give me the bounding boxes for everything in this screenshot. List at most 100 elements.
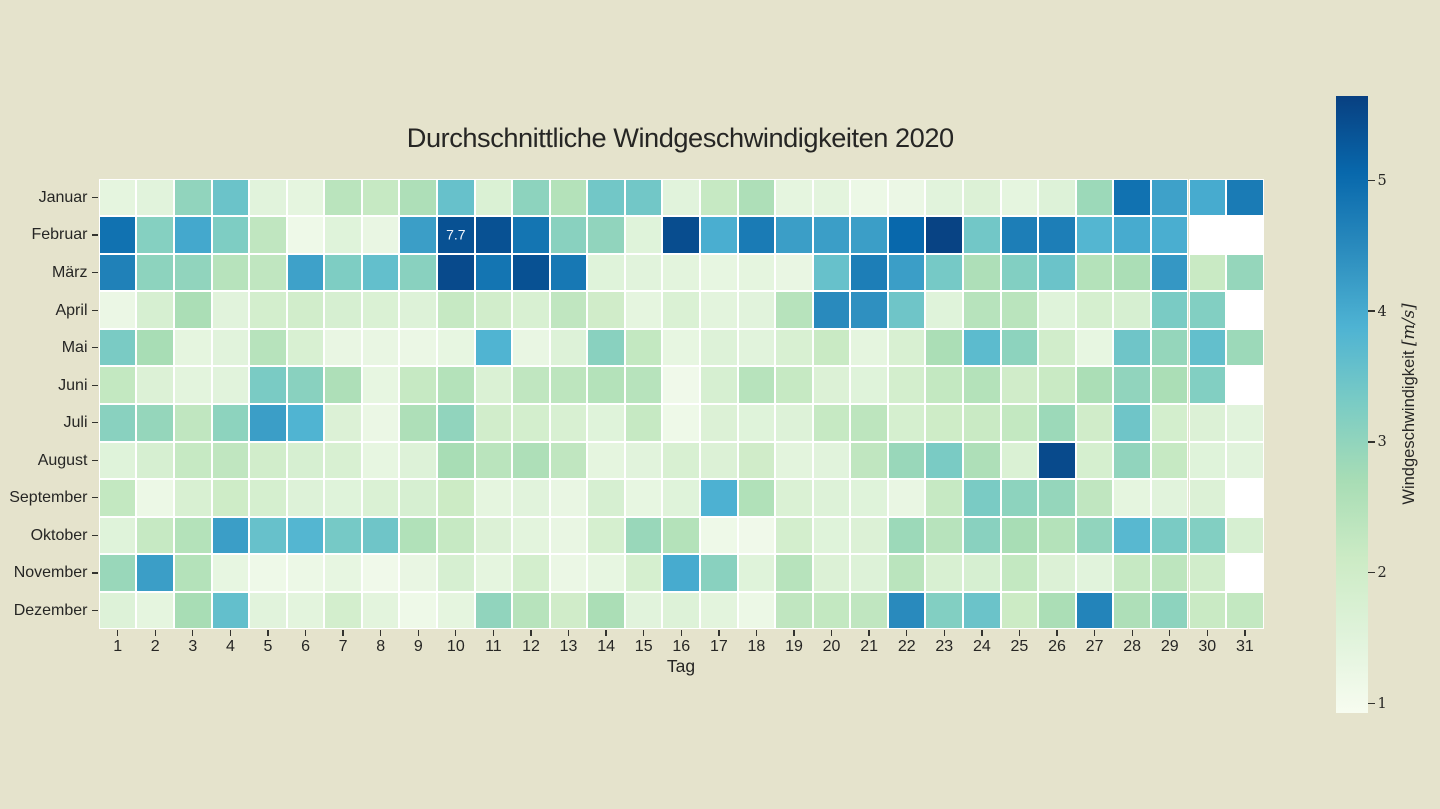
heatmap-cell — [249, 403, 287, 442]
heatmap-cell — [399, 591, 438, 630]
heatmap-cell — [1113, 591, 1151, 630]
heatmap-cell — [887, 253, 926, 292]
heatmap-cell — [850, 328, 888, 367]
heatmap-cell — [1188, 403, 1227, 442]
heatmap-cell — [1113, 516, 1151, 555]
y-tick-label: Juni — [58, 376, 88, 394]
heatmap-cell — [174, 216, 212, 254]
heatmap-cell — [474, 178, 513, 217]
y-tick-label: Dezember — [13, 601, 88, 619]
x-tick-label: 8 — [376, 638, 386, 656]
heatmap-cell — [474, 516, 513, 555]
heatmap-cell — [737, 403, 776, 442]
heatmap-cell — [850, 178, 888, 217]
heatmap-cell — [850, 291, 888, 329]
heatmap-cell — [1075, 366, 1114, 404]
heatmap-cell — [624, 516, 663, 555]
heatmap-cell — [775, 366, 813, 404]
heatmap-cell — [98, 216, 137, 254]
x-tick-label: 27 — [1085, 638, 1104, 656]
heatmap-cell — [775, 253, 813, 292]
heatmap-cell — [399, 403, 438, 442]
x-tick-mark — [906, 630, 908, 637]
colorbar-tick-mark — [1368, 702, 1375, 705]
x-tick-mark — [868, 630, 870, 637]
heatmap-cell — [136, 216, 175, 254]
colorbar-tick-label: 3 — [1377, 434, 1387, 451]
heatmap-cell — [737, 516, 776, 555]
heatmap-cell — [249, 328, 287, 367]
x-tick-mark — [981, 630, 983, 637]
x-tick-label: 10 — [446, 638, 465, 656]
heatmap-cell — [1075, 591, 1114, 630]
heatmap-cell — [963, 441, 1001, 480]
heatmap-cell — [136, 554, 175, 592]
heatmap-cell — [925, 441, 964, 480]
heatmap-cell — [1113, 479, 1151, 517]
heatmap-cell — [361, 328, 400, 367]
heatmap-cell — [775, 554, 813, 592]
x-tick-mark — [1206, 630, 1208, 637]
heatmap-cell — [1038, 253, 1076, 292]
heatmap-cell — [249, 366, 287, 404]
x-tick-label: 16 — [672, 638, 691, 656]
heatmap-cell — [324, 591, 362, 630]
heatmap-cell — [850, 253, 888, 292]
x-tick-label: 31 — [1235, 638, 1254, 656]
y-tick-mark — [92, 534, 99, 536]
heatmap-cell — [700, 291, 738, 329]
heatmap-cell — [700, 441, 738, 480]
heatmap-cell — [136, 403, 175, 442]
heatmap-cell — [925, 479, 964, 517]
heatmap-cell — [399, 178, 438, 217]
heatmap-cell — [1075, 403, 1114, 442]
x-axis-label: Tag — [666, 655, 696, 676]
heatmap-cell — [474, 328, 513, 367]
heatmap-cell — [887, 591, 926, 630]
heatmap-cell — [1188, 253, 1227, 292]
heatmap-cell — [1226, 516, 1264, 555]
heatmap-cell — [549, 291, 588, 329]
x-tick-label: 1 — [113, 638, 123, 656]
y-tick-mark — [92, 347, 99, 349]
heatmap-cell — [474, 554, 513, 592]
heatmap-cell — [1000, 441, 1039, 480]
heatmap-cell — [887, 216, 926, 254]
heatmap-cell — [587, 291, 625, 329]
heatmap-cell — [737, 216, 776, 254]
heatmap-cell — [549, 328, 588, 367]
heatmap-cell — [775, 441, 813, 480]
heatmap-cell — [737, 591, 776, 630]
x-tick-mark — [1244, 630, 1246, 637]
heatmap-cell — [324, 516, 362, 555]
heatmap-cell — [1000, 253, 1039, 292]
y-tick-label: Februar — [31, 226, 88, 244]
heatmap-cell — [437, 366, 475, 404]
heatmap-cell — [437, 479, 475, 517]
heatmap-cell — [512, 253, 550, 292]
x-tick-mark — [530, 630, 532, 637]
heatmap-cell — [587, 403, 625, 442]
heatmap-cell — [963, 366, 1001, 404]
heatmap-cell — [211, 554, 250, 592]
heatmap-cell — [249, 479, 287, 517]
heatmap-cell — [549, 253, 588, 292]
heatmap-cell — [737, 253, 776, 292]
heatmap-cell — [361, 216, 400, 254]
x-tick-mark — [1169, 630, 1171, 637]
heatmap-cell — [512, 216, 550, 254]
heatmap-cell — [361, 291, 400, 329]
heatmap-cell — [437, 554, 475, 592]
heatmap-cell — [437, 328, 475, 367]
heatmap-cell — [549, 591, 588, 630]
x-tick-label: 20 — [822, 638, 841, 656]
heatmap-cell — [474, 291, 513, 329]
heatmap-cell — [1226, 554, 1264, 592]
heatmap-cell — [324, 178, 362, 217]
heatmap-cell — [1226, 591, 1264, 630]
colorbar-tick-label: 2 — [1377, 565, 1387, 582]
heatmap-cell — [1038, 403, 1076, 442]
heatmap-cell — [249, 554, 287, 592]
heatmap-cell — [963, 253, 1001, 292]
heatmap-cell — [737, 366, 776, 404]
